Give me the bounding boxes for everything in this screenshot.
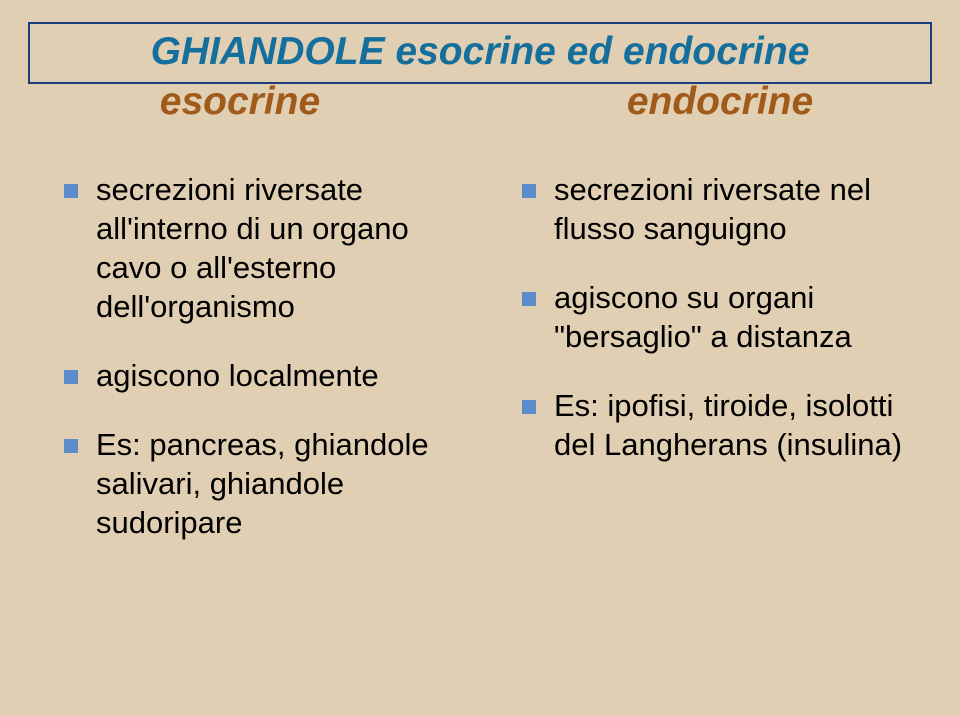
right-column: secrezioni riversate nel flusso sanguign… [522, 170, 910, 676]
slide: GHIANDOLE esocrine ed endocrine esocrine… [0, 0, 960, 716]
list-item: secrezioni riversate all'interno di un o… [64, 170, 452, 326]
list-item-text: secrezioni riversate nel flusso sanguign… [554, 170, 910, 248]
left-column: secrezioni riversate all'interno di un o… [64, 170, 452, 676]
bullet-icon [64, 370, 78, 384]
list-item-text: agiscono localmente [96, 356, 379, 395]
subheading-left: esocrine [0, 80, 480, 124]
list-item-text: Es: pancreas, ghiandole salivari, ghiand… [96, 425, 452, 542]
subheading-row: esocrine endocrine [0, 80, 960, 124]
list-item: Es: pancreas, ghiandole salivari, ghiand… [64, 425, 452, 542]
title-line-1: GHIANDOLE esocrine ed endocrine [44, 30, 916, 74]
list-item: agiscono su organi "bersaglio" a distanz… [522, 278, 910, 356]
list-item-text: Es: ipofisi, tiroide, isolotti del Langh… [554, 386, 910, 464]
list-item: Es: ipofisi, tiroide, isolotti del Langh… [522, 386, 910, 464]
list-item: agiscono localmente [64, 356, 452, 395]
list-item: secrezioni riversate nel flusso sanguign… [522, 170, 910, 248]
content-columns: secrezioni riversate all'interno di un o… [64, 170, 910, 676]
list-item-text: agiscono su organi "bersaglio" a distanz… [554, 278, 910, 356]
title-box: GHIANDOLE esocrine ed endocrine [28, 22, 932, 84]
bullet-icon [64, 439, 78, 453]
bullet-icon [64, 184, 78, 198]
subheading-right: endocrine [480, 80, 960, 124]
list-item-text: secrezioni riversate all'interno di un o… [96, 170, 452, 326]
bullet-icon [522, 184, 536, 198]
bullet-icon [522, 400, 536, 414]
bullet-icon [522, 292, 536, 306]
